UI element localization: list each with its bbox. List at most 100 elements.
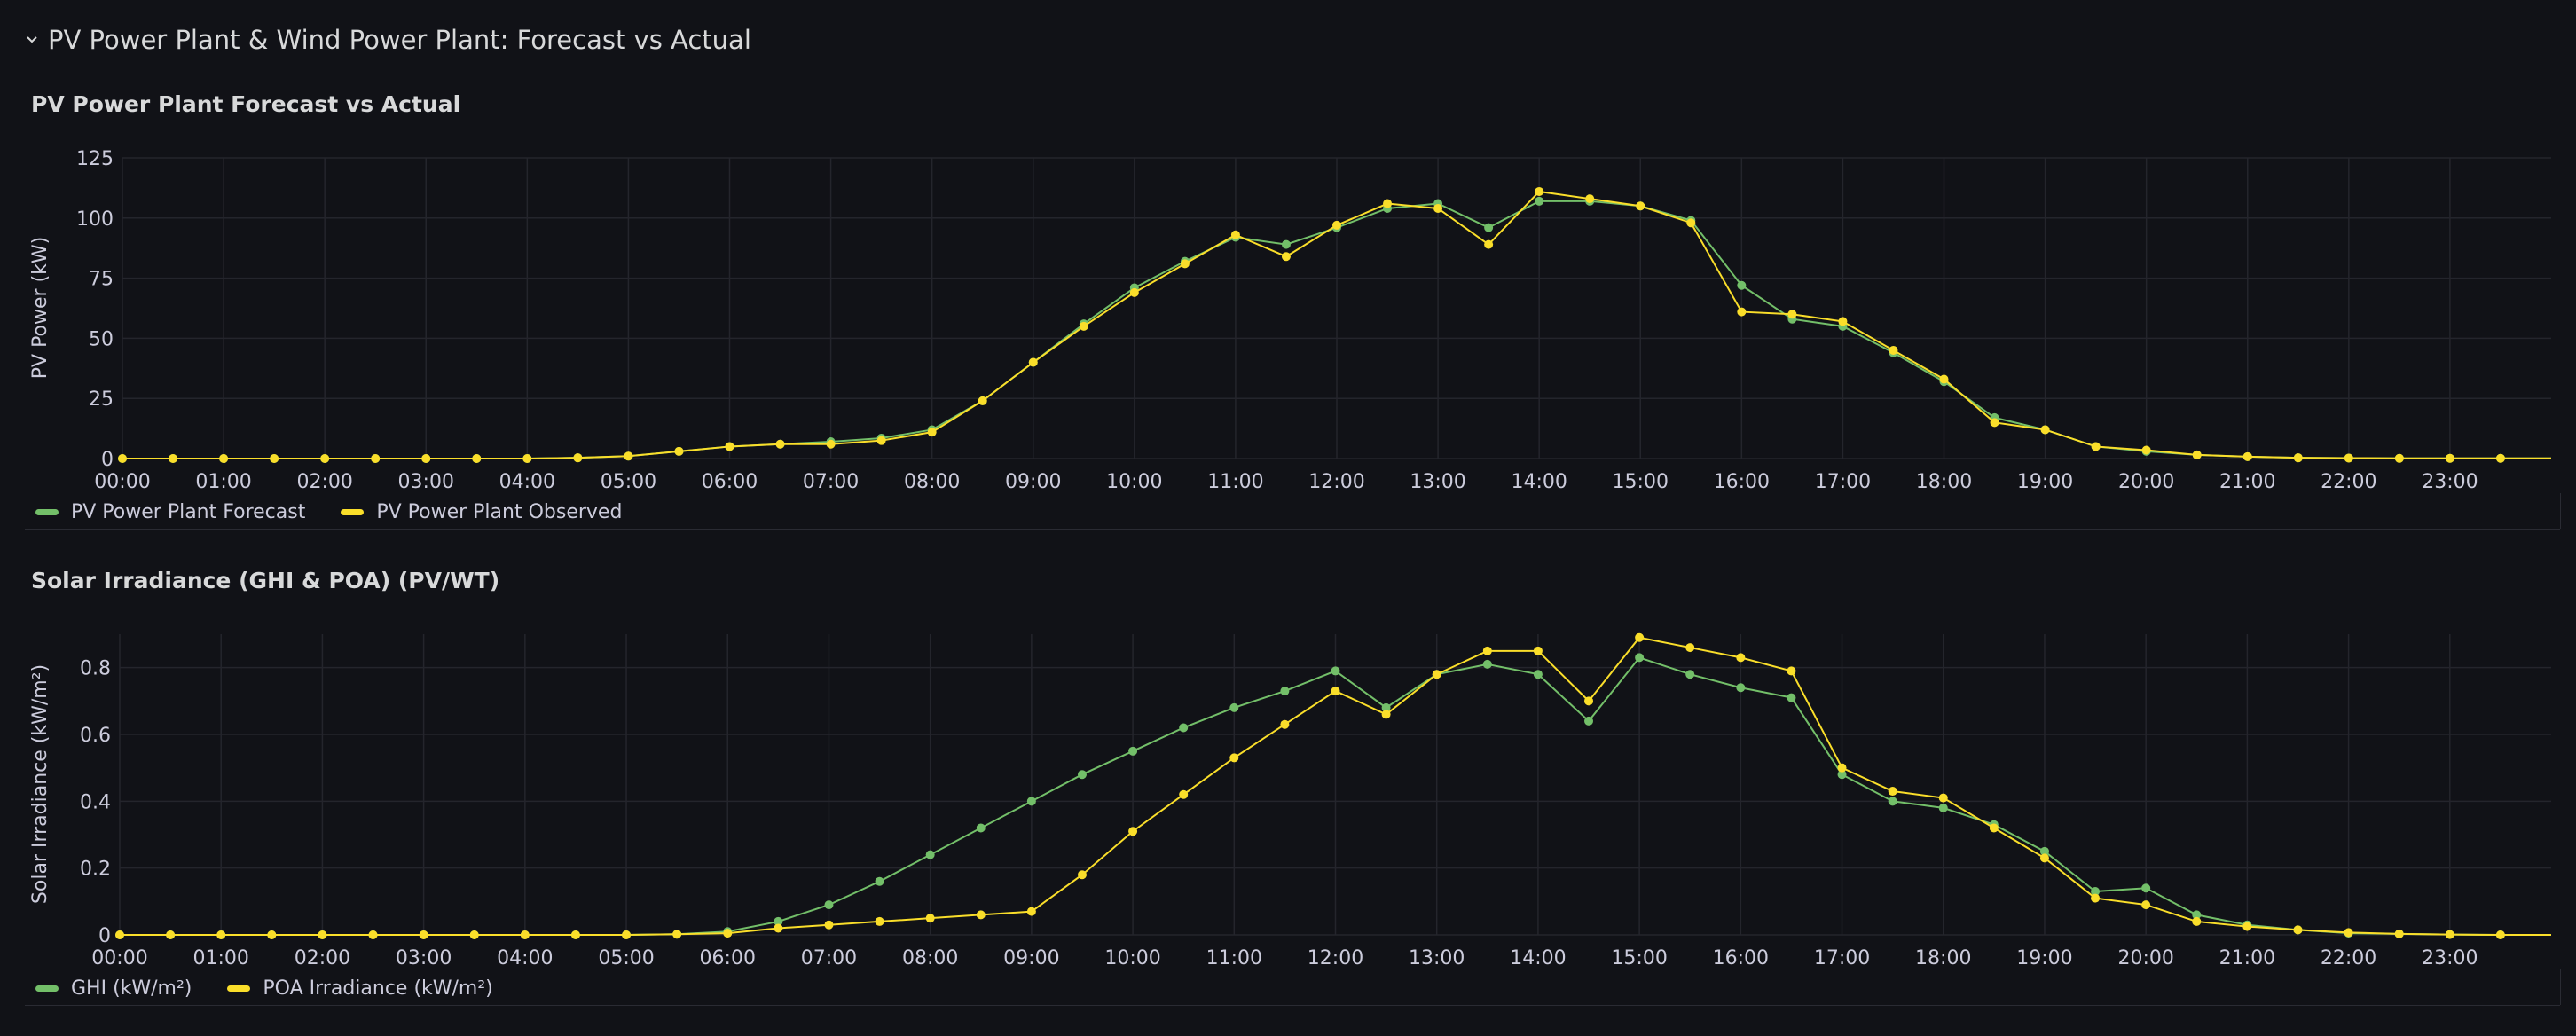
y-tick-label: 50 (89, 328, 114, 350)
data-point (1482, 659, 1492, 669)
data-point (1128, 827, 1138, 836)
x-tick-label: 14:00 (1511, 471, 1567, 493)
data-point (522, 454, 532, 463)
data-point (624, 451, 633, 461)
x-tick-label: 10:00 (1106, 471, 1162, 493)
x-tick-label: 20:00 (2117, 947, 2173, 969)
data-point (2242, 451, 2252, 461)
irradiance-legend: GHI (kW/m²) POA Irradiance (kW/m²) (35, 977, 493, 1000)
data-point (1281, 252, 1291, 262)
data-point (1432, 670, 1441, 679)
x-tick-label: 01:00 (193, 947, 249, 969)
data-point (925, 850, 935, 859)
x-tick-label: 01:00 (195, 471, 251, 493)
data-point (1026, 797, 1036, 806)
x-tick-label: 00:00 (94, 471, 150, 493)
data-point (774, 923, 783, 933)
data-point (1736, 653, 1746, 663)
x-tick-label: 06:00 (700, 947, 756, 969)
data-point (2495, 930, 2505, 939)
data-point (1229, 753, 1239, 763)
x-tick-label: 11:00 (1206, 947, 1262, 969)
data-point (472, 454, 482, 463)
x-tick-label: 09:00 (1005, 471, 1061, 493)
y-tick-label: 0.4 (80, 791, 111, 813)
x-tick-label: 23:00 (2422, 947, 2478, 969)
data-point (1938, 803, 1948, 812)
irradiance-chart[interactable]: 0 0.2 0.4 0.6 0.8 00:00 01:00 02:00 03:00 04:00 05… (0, 532, 2576, 1036)
x-tick-label: 21:00 (2219, 947, 2275, 969)
data-point (219, 454, 229, 463)
y-tick-label: 0.6 (80, 725, 111, 747)
data-point (1128, 746, 1138, 756)
data-point (2141, 900, 2151, 910)
legend-label-ghi: GHI (kW/m²) (71, 977, 192, 1000)
data-point (320, 454, 330, 463)
data-point (2394, 453, 2404, 463)
data-point (1686, 218, 1696, 228)
x-tick-label: 02:00 (295, 947, 350, 969)
legend-swatch-yellow (341, 509, 365, 515)
data-point (1989, 823, 1999, 833)
x-tick-label: 16:00 (1713, 947, 1769, 969)
data-point (824, 920, 834, 930)
pv-power-chart[interactable]: 0 25 50 75 100 125 00:00 01:00 02:00 03:00 04:00 05… (0, 0, 2576, 532)
x-tick-label: 08:00 (902, 947, 958, 969)
x-tick-label: 20:00 (2118, 471, 2174, 493)
data-point (469, 930, 479, 939)
data-point (118, 454, 127, 463)
data-point (2192, 916, 2202, 926)
data-point (875, 876, 884, 886)
data-point (1837, 770, 1847, 780)
chevron-down-icon[interactable] (25, 33, 39, 47)
data-point (1433, 203, 1443, 213)
panel-title: Solar Irradiance (GHI & POA) (PV/WT) (31, 568, 500, 593)
legend-item-ghi[interactable]: GHI (kW/m²) (35, 977, 192, 1000)
y-axis-label: Solar Irradiance (kW/m²) (29, 664, 51, 904)
data-point (1280, 719, 1290, 729)
data-point (1179, 789, 1189, 799)
legend-divider (25, 1005, 2560, 1006)
legend-divider-right (2560, 969, 2561, 1005)
data-point (270, 454, 279, 463)
data-point (2091, 887, 2101, 897)
data-point (875, 916, 884, 926)
data-point (1332, 220, 1341, 230)
data-point (674, 446, 684, 456)
legend-item-poa[interactable]: POA Irradiance (kW/m²) (227, 977, 493, 1000)
y-tick-label: 100 (76, 208, 114, 231)
data-point (1229, 702, 1239, 712)
x-tick-label: 03:00 (398, 471, 454, 493)
data-point (723, 929, 733, 938)
legend-item-observed[interactable]: PV Power Plant Observed (341, 501, 622, 523)
data-point (2039, 846, 2049, 856)
data-point (1077, 870, 1087, 880)
y-tick-label: 0 (98, 925, 111, 947)
data-point (1331, 666, 1340, 676)
x-tick-label: 21:00 (2219, 471, 2275, 493)
data-point (2192, 450, 2202, 459)
x-tick-label: 05:00 (598, 947, 654, 969)
x-tick-label: 03:00 (396, 947, 452, 969)
data-point (1939, 374, 1949, 384)
data-point (570, 930, 580, 939)
y-tick-label: 0.2 (80, 859, 111, 881)
y-axis-label: PV Power (kW) (29, 237, 51, 379)
data-point (1179, 723, 1189, 733)
row-header[interactable]: PV Power Plant & Wind Power Plant: Forec… (25, 25, 751, 55)
x-tick-label: 22:00 (2321, 471, 2376, 493)
data-point (1838, 317, 1848, 326)
data-point (1585, 194, 1595, 204)
data-point (725, 442, 734, 451)
x-tick-label: 08:00 (904, 471, 960, 493)
irradiance-panel: Solar Irradiance (GHI & POA) (PV/WT) 0 0.… (0, 532, 2576, 1036)
data-point (1535, 196, 1544, 206)
x-tick-label: 05:00 (601, 471, 656, 493)
legend-item-forecast[interactable]: PV Power Plant Forecast (35, 501, 305, 523)
data-point (925, 914, 935, 923)
data-point (672, 930, 682, 939)
y-tick-label: 125 (76, 148, 114, 170)
legend-label-forecast: PV Power Plant Forecast (71, 501, 306, 523)
data-point (1635, 632, 1645, 642)
data-point (2495, 453, 2505, 463)
